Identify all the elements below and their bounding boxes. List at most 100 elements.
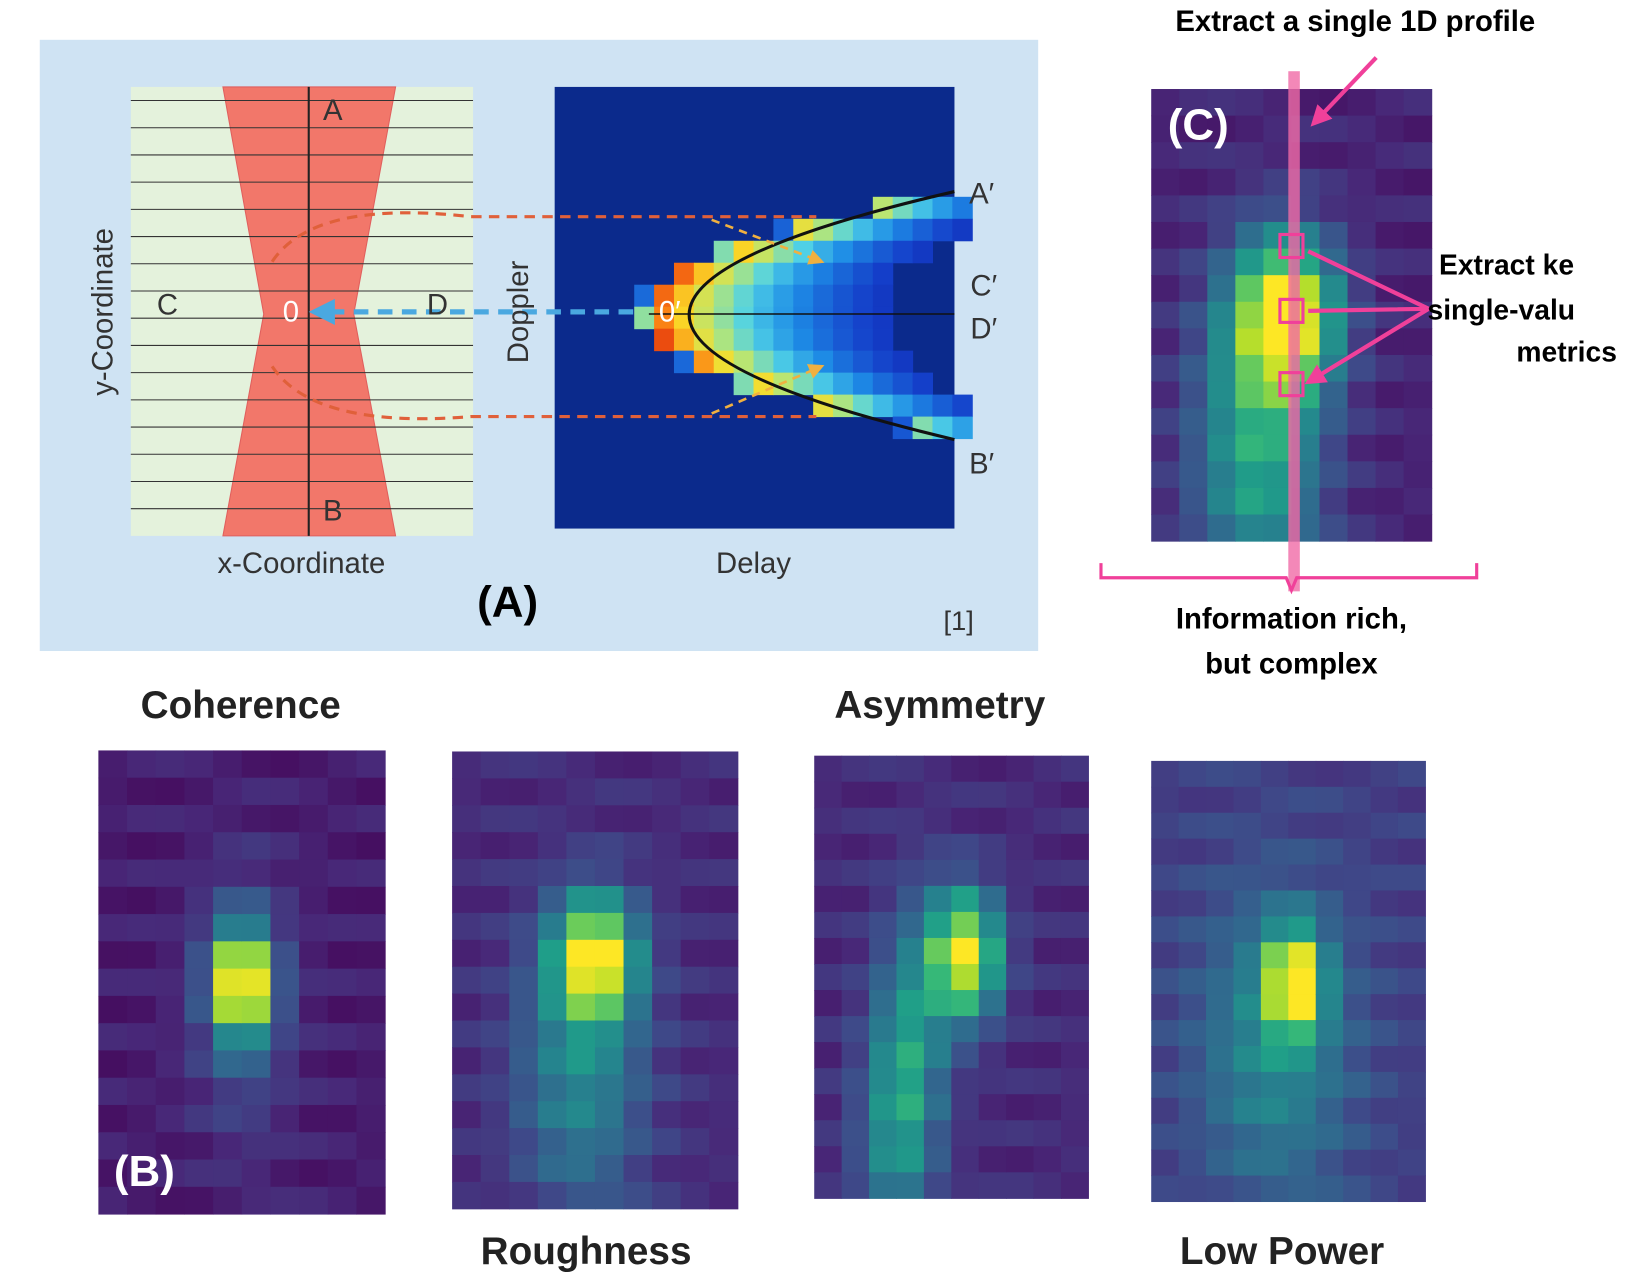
heat-cell <box>452 859 481 886</box>
heat-cell <box>595 1021 624 1048</box>
heat-cell <box>813 373 833 396</box>
heat-cell <box>1151 1072 1179 1098</box>
heat-cell <box>213 1160 242 1188</box>
point-label: C′ <box>970 270 997 303</box>
heat-cell <box>566 994 595 1021</box>
heat-cell <box>924 1042 952 1069</box>
heat-cell <box>356 887 385 915</box>
heat-cell <box>681 913 710 940</box>
heat-cell <box>1348 435 1377 462</box>
heat-cell <box>842 1068 870 1095</box>
heat-cell <box>1404 169 1433 196</box>
heat-cell <box>1319 195 1348 222</box>
heat-cell <box>1006 938 1034 965</box>
heat-cell <box>1233 865 1261 891</box>
heat-cell <box>1261 890 1289 916</box>
heat-cell <box>1371 994 1399 1020</box>
heat-cell <box>481 1182 510 1209</box>
heat-cell <box>814 756 842 783</box>
heat-cell <box>481 1047 510 1074</box>
heat-cell <box>924 1016 952 1043</box>
heat-cell <box>1263 169 1292 196</box>
heat-cell <box>1261 839 1289 865</box>
heat-cell <box>452 886 481 913</box>
heat-cell <box>1348 222 1377 249</box>
heat-cell <box>1261 1150 1289 1176</box>
heat-cell <box>566 1021 595 1048</box>
heat-cell <box>481 778 510 805</box>
heat-cell <box>1343 865 1371 891</box>
heat-cell <box>98 1050 127 1078</box>
heat-cell <box>624 1074 653 1101</box>
heat-cell <box>681 1101 710 1128</box>
heat-cell <box>694 263 714 286</box>
heat-cell <box>184 1132 213 1160</box>
heat-cell <box>481 832 510 859</box>
heat-cell <box>1288 1072 1316 1098</box>
heat-cell <box>924 834 952 861</box>
heat-cell <box>1371 1020 1399 1046</box>
heat-cell <box>452 778 481 805</box>
heat-cell <box>98 969 127 997</box>
heat-cell <box>1207 355 1236 382</box>
heat-cell <box>1151 328 1180 355</box>
heatmap-title: Asymmetry <box>834 684 1045 727</box>
heat-cell <box>773 351 793 374</box>
point-label: B <box>323 495 343 528</box>
heat-cell <box>1006 860 1034 887</box>
heat-cell <box>242 1105 271 1133</box>
heat-cell <box>1207 275 1236 302</box>
heat-cell <box>1319 408 1348 435</box>
metric-text: Extract ke <box>1439 248 1574 280</box>
heat-cell <box>842 964 870 991</box>
metric-text: single-valu <box>1428 293 1576 325</box>
heat-cell <box>328 1132 357 1160</box>
heat-cell <box>1233 890 1261 916</box>
heat-cell <box>842 886 870 913</box>
heat-cell <box>1261 1072 1289 1098</box>
heat-cell <box>156 805 185 833</box>
heat-cell <box>709 1128 738 1155</box>
heat-cell <box>1376 116 1405 143</box>
heat-cell <box>873 329 893 352</box>
heat-cell <box>674 329 694 352</box>
heat-cell <box>714 241 734 264</box>
heat-cell <box>869 886 897 913</box>
heat-cell <box>853 373 873 396</box>
heat-cell <box>328 1187 357 1215</box>
heat-cell <box>1061 1120 1089 1147</box>
heat-cell <box>328 1050 357 1078</box>
heat-cell <box>328 805 357 833</box>
heat-cell <box>1179 787 1207 813</box>
heat-cell <box>979 1016 1007 1043</box>
heat-cell <box>127 996 156 1024</box>
heat-cell <box>356 1132 385 1160</box>
heat-cell <box>1151 355 1180 382</box>
heat-cell <box>1006 1172 1034 1199</box>
heat-cell <box>773 263 793 286</box>
heat-cell <box>681 994 710 1021</box>
heat-cell <box>1288 916 1316 942</box>
heat-cell <box>98 805 127 833</box>
heat-cell <box>1233 1150 1261 1176</box>
panel-label: (B) <box>114 1147 175 1196</box>
heat-cell <box>814 1042 842 1069</box>
heat-cell <box>624 1128 653 1155</box>
heat-cell <box>1207 195 1236 222</box>
heat-cell <box>1404 195 1433 222</box>
heat-cell <box>1235 169 1264 196</box>
heat-cell <box>1343 1046 1371 1072</box>
heat-cell <box>356 1105 385 1133</box>
heat-cell <box>98 914 127 942</box>
point-label: 0 <box>283 296 299 329</box>
heat-cell <box>869 912 897 939</box>
heat-cell <box>1376 169 1405 196</box>
heat-cell <box>1348 116 1377 143</box>
reference: [1] <box>944 605 974 636</box>
heat-cell <box>1261 1098 1289 1124</box>
heat-cell <box>538 832 567 859</box>
heat-cell <box>1404 222 1433 249</box>
heat-cell <box>1179 1098 1207 1124</box>
heat-cell <box>1034 912 1062 939</box>
heat-cell <box>896 834 924 861</box>
